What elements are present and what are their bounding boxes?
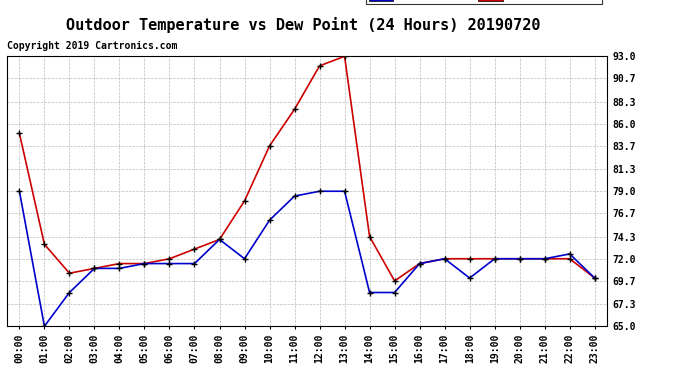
Text: Copyright 2019 Cartronics.com: Copyright 2019 Cartronics.com bbox=[7, 41, 177, 51]
Legend: Dew Point (°F), Temperature (°F): Dew Point (°F), Temperature (°F) bbox=[366, 0, 602, 4]
Text: Outdoor Temperature vs Dew Point (24 Hours) 20190720: Outdoor Temperature vs Dew Point (24 Hou… bbox=[66, 17, 541, 33]
